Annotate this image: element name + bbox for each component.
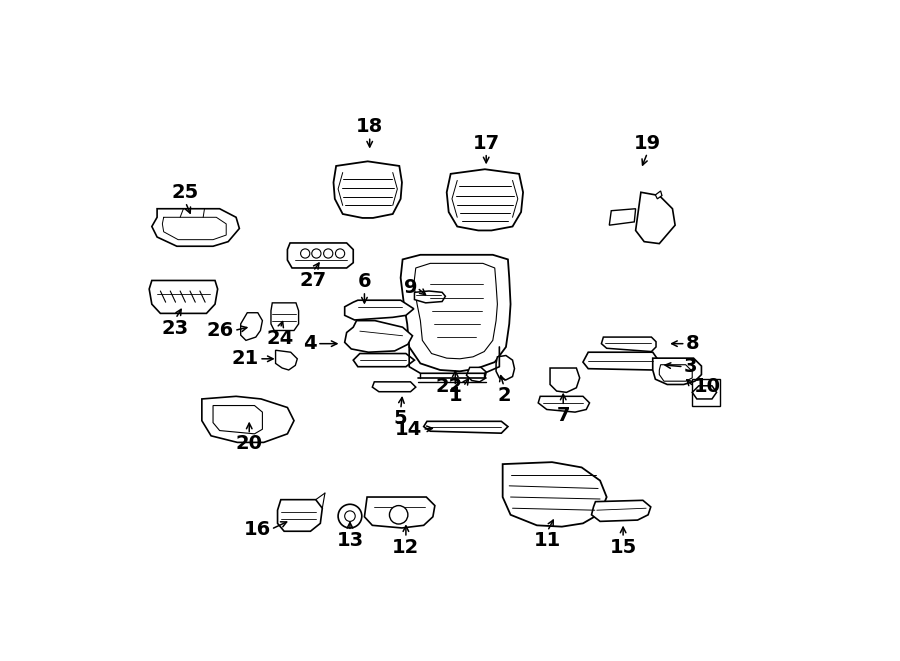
Polygon shape <box>202 397 294 442</box>
Text: 22: 22 <box>436 377 464 396</box>
Circle shape <box>311 249 321 258</box>
Text: 10: 10 <box>694 377 721 396</box>
Polygon shape <box>415 291 446 303</box>
Polygon shape <box>503 462 607 527</box>
Polygon shape <box>635 192 675 244</box>
Text: 23: 23 <box>162 319 189 338</box>
Text: 13: 13 <box>337 531 364 550</box>
Polygon shape <box>414 263 498 359</box>
Polygon shape <box>345 321 412 352</box>
Text: 2: 2 <box>497 387 511 405</box>
Text: 24: 24 <box>266 329 293 348</box>
Text: 17: 17 <box>472 134 500 153</box>
Text: 12: 12 <box>392 538 419 557</box>
Text: 8: 8 <box>686 334 699 353</box>
Circle shape <box>390 506 408 524</box>
Circle shape <box>301 249 310 258</box>
Text: 1: 1 <box>448 387 462 405</box>
Polygon shape <box>609 209 635 225</box>
Text: 3: 3 <box>684 357 698 376</box>
Polygon shape <box>660 365 692 381</box>
Text: 27: 27 <box>300 271 327 290</box>
Polygon shape <box>601 337 656 352</box>
Polygon shape <box>334 161 402 218</box>
Polygon shape <box>152 209 239 247</box>
Polygon shape <box>353 354 415 367</box>
Circle shape <box>345 511 356 522</box>
Polygon shape <box>287 243 353 268</box>
Polygon shape <box>692 386 716 399</box>
Polygon shape <box>424 421 508 433</box>
Text: 16: 16 <box>244 520 271 539</box>
Polygon shape <box>538 397 590 412</box>
Polygon shape <box>240 313 263 340</box>
Text: 14: 14 <box>395 420 422 439</box>
Text: 7: 7 <box>556 407 570 425</box>
Text: 11: 11 <box>534 531 561 550</box>
Polygon shape <box>213 406 263 434</box>
Text: 18: 18 <box>356 117 383 136</box>
Text: 6: 6 <box>357 272 371 291</box>
Polygon shape <box>364 497 435 528</box>
Polygon shape <box>652 358 701 385</box>
Polygon shape <box>400 254 510 371</box>
Text: 5: 5 <box>394 409 408 428</box>
Polygon shape <box>496 356 515 380</box>
Text: 25: 25 <box>172 183 199 202</box>
Circle shape <box>336 249 345 258</box>
Polygon shape <box>591 500 651 522</box>
Text: 15: 15 <box>609 538 636 557</box>
Polygon shape <box>446 169 523 231</box>
Polygon shape <box>275 350 297 370</box>
Circle shape <box>338 504 362 528</box>
Text: 21: 21 <box>232 349 259 368</box>
Polygon shape <box>271 303 299 330</box>
Text: 4: 4 <box>303 334 317 353</box>
Polygon shape <box>345 300 414 320</box>
Polygon shape <box>550 368 580 393</box>
Polygon shape <box>655 191 661 199</box>
Polygon shape <box>466 368 486 382</box>
Text: 20: 20 <box>236 434 263 453</box>
Text: 9: 9 <box>403 278 417 297</box>
Polygon shape <box>373 382 416 392</box>
Polygon shape <box>277 500 322 531</box>
Text: 19: 19 <box>634 134 661 153</box>
Polygon shape <box>149 280 218 313</box>
Text: 26: 26 <box>207 321 234 340</box>
Circle shape <box>324 249 333 258</box>
Polygon shape <box>583 352 657 370</box>
